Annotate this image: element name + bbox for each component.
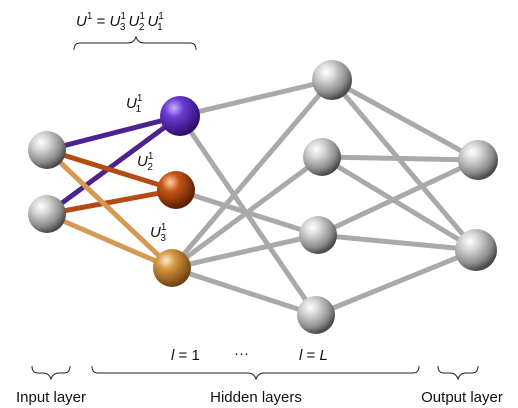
layer-index-dots: ···: [234, 345, 249, 362]
edge-h_mid2-out_1: [315, 157, 481, 238]
edge-input_1-l1_u1: [44, 113, 183, 153]
input-node-2: [28, 195, 66, 233]
eq-t2-base: U: [128, 13, 139, 30]
network-edges: [44, 77, 481, 318]
hidden-layers-label: Hidden layers: [210, 389, 302, 406]
unitary-node-u1: [160, 96, 200, 136]
eq-t2-sub: 2: [139, 22, 145, 33]
input-layer-brace: [31, 365, 71, 381]
network-nodes: [28, 60, 498, 334]
edge-input_2-l1_u3: [44, 211, 175, 271]
layer-index-last: l = L: [299, 347, 328, 364]
output-node-1: [458, 140, 498, 180]
eq-t2-sup: 1: [139, 11, 145, 22]
hidden-layers-brace: [91, 365, 420, 381]
eq-lhs-sup: 1: [87, 11, 93, 22]
edge-input_1-l1_u3: [44, 147, 175, 271]
edge-l1_u3-h_mid2: [169, 232, 321, 271]
edge-l1_u3-h_mid1: [169, 154, 325, 271]
output-layer-brace: [437, 365, 479, 381]
edge-l1_u3-h_top: [169, 77, 335, 271]
unitary-label-u3: U1 3: [150, 222, 167, 244]
unitary-label-u2: U1 2: [137, 151, 154, 173]
edge-h_mid1-out_2: [319, 154, 479, 253]
edge-h_bot-out_2: [313, 247, 479, 318]
edge-input_2-l1_u1: [44, 113, 183, 217]
edge-l1_u1-h_top: [177, 77, 335, 119]
unitary-node-u2: [157, 171, 195, 209]
eq-lhs-base: U: [76, 13, 87, 30]
hidden-node-bottom: [297, 296, 335, 334]
unitary-product-equation: U1 = U1 3 U1 2 U1 1: [76, 11, 164, 33]
eq-t3-sup: 1: [158, 11, 164, 22]
edge-h_top-out_2: [329, 77, 479, 253]
eq-t3-base: U: [147, 13, 158, 30]
edge-h_mid1-out_1: [319, 154, 481, 163]
eq-equals: =: [92, 13, 109, 30]
edge-l1_u3-h_bot: [169, 265, 319, 318]
input-node-1: [28, 131, 66, 169]
input-layer-label: Input layer: [16, 389, 86, 406]
output-layer-label: Output layer: [421, 389, 503, 406]
layer-index-first: l = 1: [171, 347, 200, 364]
eq-t1-sub: 3: [120, 22, 126, 33]
hidden-node-mid2: [299, 216, 337, 254]
unitary-label-u1: U1 1: [126, 93, 143, 115]
hidden-node-top: [312, 60, 352, 100]
eq-t1-sup: 1: [120, 11, 126, 22]
equation-brace: [73, 35, 197, 51]
output-node-2: [455, 229, 497, 271]
edge-input_1-l1_u2: [44, 147, 179, 193]
edge-h_top-out_1: [329, 77, 481, 163]
edge-l1_u1-h_bot: [177, 113, 319, 318]
eq-t3-sub: 1: [157, 22, 163, 33]
unitary-node-u3: [153, 249, 191, 287]
eq-t1-base: U: [110, 13, 121, 30]
hidden-node-mid1: [303, 138, 341, 176]
edge-input_2-l1_u2: [44, 187, 179, 217]
edge-h_mid2-out_2: [315, 232, 479, 253]
